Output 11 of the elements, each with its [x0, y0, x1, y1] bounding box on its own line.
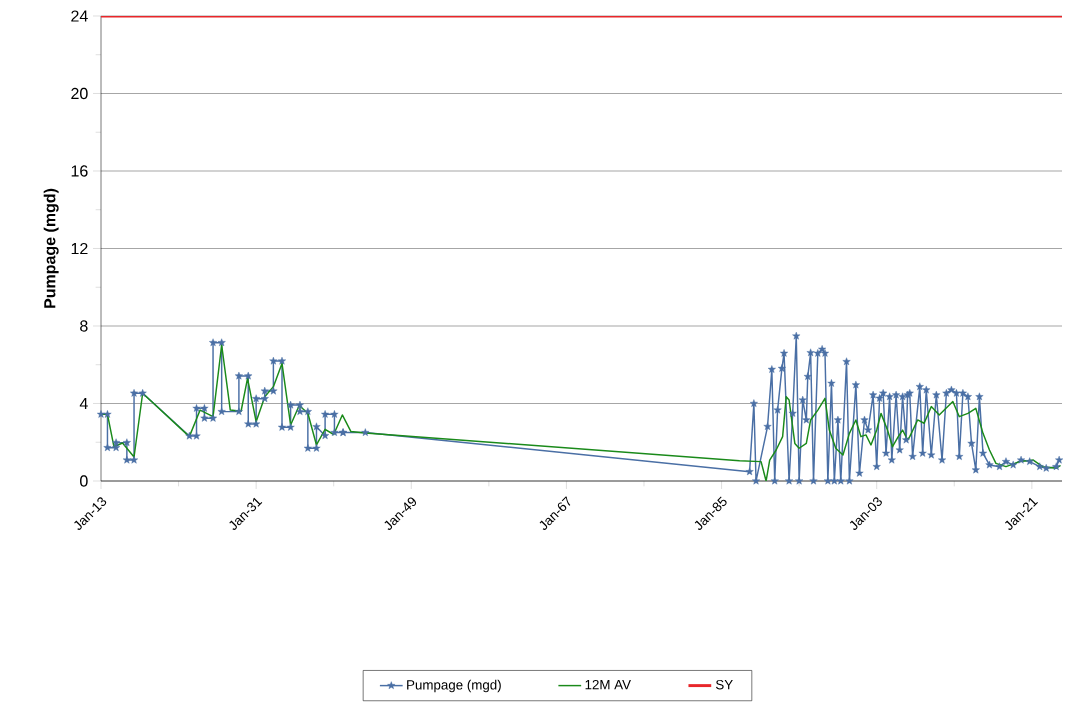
y-tick-label: 12	[71, 242, 88, 255]
legend-label: 12M AV	[585, 679, 631, 690]
y-tick-label: 0	[80, 475, 88, 487]
y-axis-title: Pumpage (mgd)	[43, 188, 59, 308]
legend-label: Pumpage (mgd)	[407, 679, 501, 693]
y-tick-label: 24	[71, 10, 88, 22]
y-tick-label: 8	[80, 320, 88, 332]
legend-label: SY	[715, 679, 733, 690]
y-tick-label: 4	[79, 398, 88, 409]
y-tick-label: 20	[71, 87, 88, 100]
y-tick-label: 16	[71, 165, 88, 177]
